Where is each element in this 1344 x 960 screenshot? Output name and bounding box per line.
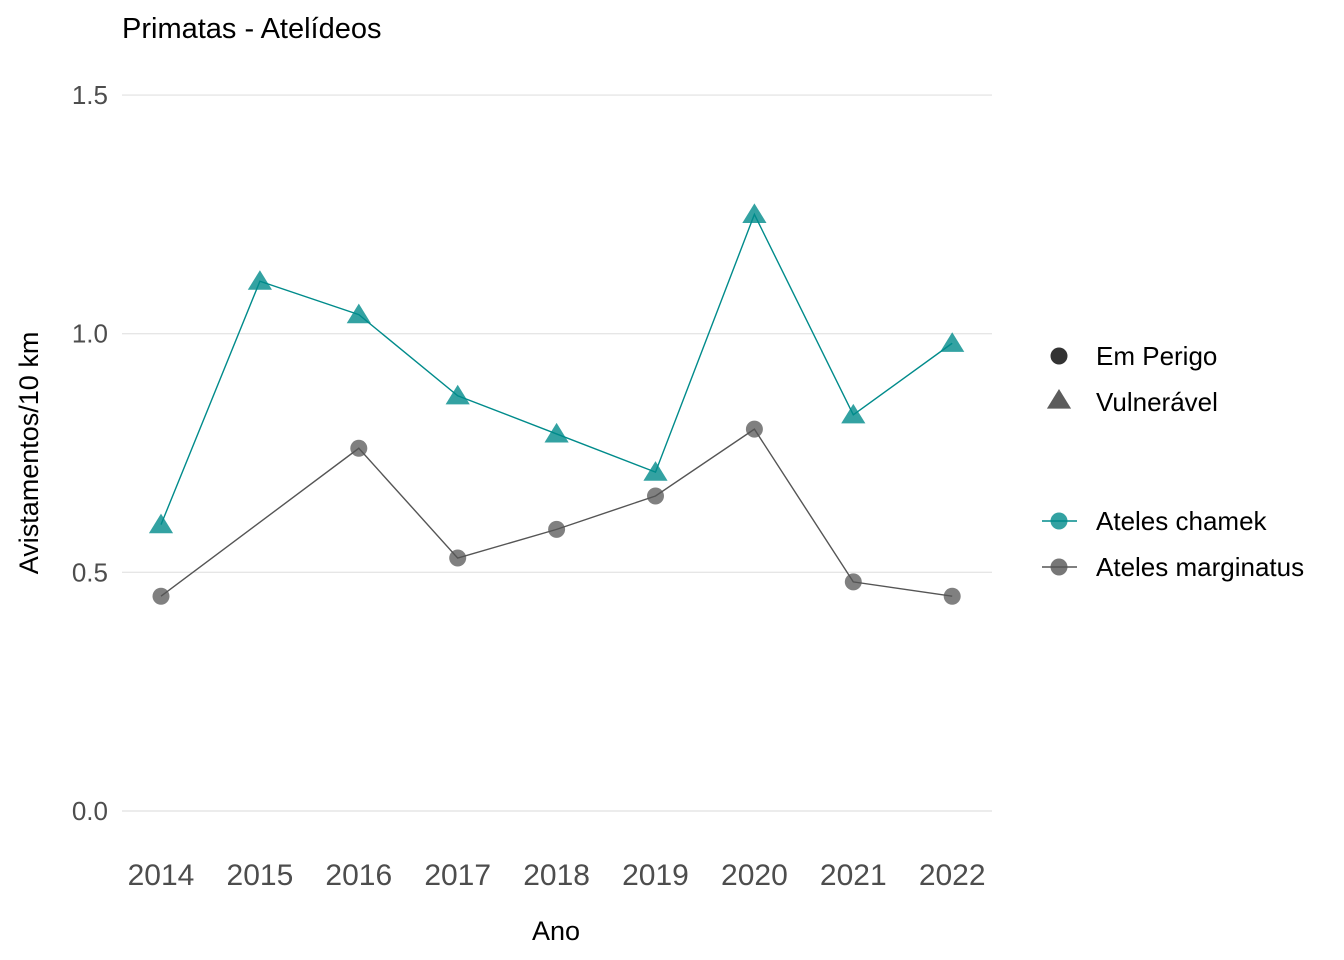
series-line (160, 212, 953, 525)
data-point-circle (943, 587, 961, 605)
legend-label: Ateles marginatus (1096, 552, 1304, 582)
data-point-triangle (445, 384, 470, 405)
data-point-circle (350, 439, 368, 457)
y-axis-ticks: 0.0 0.5 1.0 1.5 (72, 80, 108, 826)
x-tick-label: 2016 (325, 859, 392, 892)
y-tick-label: 0.0 (72, 796, 108, 826)
chart-title: Primatas - Atelídeos (122, 13, 382, 45)
x-axis-title: Ano (532, 916, 580, 946)
data-point-triangle (742, 203, 767, 223)
legend-label: Em Perigo (1096, 341, 1217, 371)
data-point-circle (745, 420, 763, 438)
legend-key-triangle (1046, 389, 1072, 409)
data-point-circle (449, 549, 467, 567)
y-tick-label: 1.5 (72, 80, 108, 110)
legend: Em Perigo Vulnerável Ateles chamek Ateles m… (1042, 341, 1304, 582)
data-point-triangle (544, 422, 569, 443)
x-tick-label: 2020 (721, 859, 788, 892)
data-point-triangle (247, 270, 272, 290)
data-point-circle (647, 487, 664, 505)
data-point-circle (844, 573, 862, 591)
data-point-triangle (643, 461, 668, 481)
legend-label: Ateles chamek (1096, 506, 1268, 536)
x-tick-label: 2017 (424, 859, 491, 892)
x-tick-label: 2022 (919, 859, 986, 892)
x-axis-ticks: 2014 2015 2016 2017 2018 2019 2020 2021 2022 (128, 859, 986, 892)
legend-label: Vulnerável (1096, 387, 1218, 417)
data-point-triangle (148, 513, 174, 534)
x-tick-label: 2018 (523, 859, 590, 892)
legend-key-circle (1050, 347, 1068, 365)
grid-lines (122, 94, 992, 812)
data-point-circle (152, 587, 170, 605)
x-tick-label: 2014 (128, 859, 195, 892)
series-line (160, 428, 953, 597)
x-tick-label: 2015 (227, 859, 294, 892)
y-tick-label: 0.5 (72, 557, 108, 587)
legend-key-circle (1050, 558, 1068, 576)
y-axis-title: Avistamentos/10 km (14, 332, 44, 575)
y-tick-label: 1.0 (72, 319, 108, 349)
series-ateles-chamek (148, 203, 965, 534)
data-point-triangle (940, 332, 965, 352)
legend-key-circle (1050, 512, 1068, 530)
x-tick-label: 2021 (820, 859, 887, 892)
plot-series (148, 203, 965, 605)
series-ateles-marginatus (152, 420, 961, 605)
data-point-triangle (346, 303, 371, 324)
data-point-circle (548, 520, 566, 538)
data-point-triangle (841, 403, 866, 424)
x-tick-label: 2019 (622, 859, 689, 892)
